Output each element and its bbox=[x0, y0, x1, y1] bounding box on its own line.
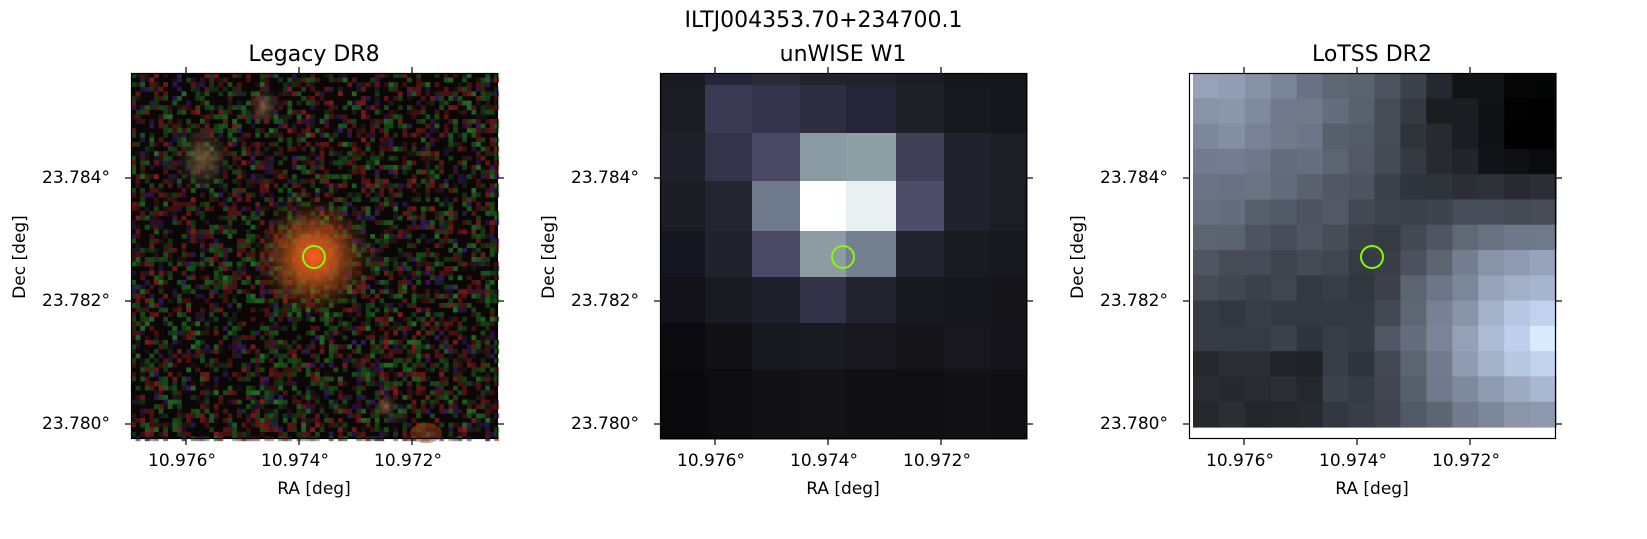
panel-2-xtick-3: 10.972° bbox=[903, 451, 971, 471]
neighbour-galaxy bbox=[175, 124, 231, 192]
lotss-dr2-image bbox=[1183, 67, 1562, 445]
panel-2-xtick-2: 10.974° bbox=[790, 451, 858, 471]
panel-2-ytick-3: 23.780° bbox=[571, 414, 639, 434]
panel-1-ytick-3: 23.780° bbox=[42, 414, 110, 434]
panel-3-xtick-2: 10.974° bbox=[1319, 451, 1387, 471]
panel-3-ytick-3: 23.780° bbox=[1100, 414, 1168, 434]
faint-source bbox=[374, 392, 398, 420]
panel-2-ylabel: Dec [deg] bbox=[539, 215, 559, 299]
source-marker bbox=[302, 245, 326, 269]
panel-3-xtick-1: 10.976° bbox=[1206, 451, 1274, 471]
panel-3-xtick-3: 10.972° bbox=[1432, 451, 1500, 471]
host-galaxy bbox=[254, 197, 374, 317]
panel-2-title: unWISE W1 bbox=[779, 42, 907, 67]
panel-2-xlabel: RA [deg] bbox=[806, 479, 880, 499]
source-marker bbox=[1360, 245, 1384, 269]
panel-3-xlabel: RA [deg] bbox=[1335, 479, 1409, 499]
panel-3-ytick-1: 23.784° bbox=[1100, 168, 1168, 188]
figure-title: ILTJ004353.70+234700.1 bbox=[684, 8, 963, 33]
edge-source bbox=[410, 423, 442, 443]
source-marker bbox=[831, 245, 855, 269]
infrared-pixels bbox=[660, 73, 1028, 440]
panel-3-ytick-2: 23.782° bbox=[1100, 291, 1168, 311]
panel-1-ytick-2: 23.782° bbox=[42, 291, 110, 311]
panel-1-xtick-1: 10.976° bbox=[148, 451, 216, 471]
panel-1-xtick-2: 10.974° bbox=[261, 451, 329, 471]
unwise-w1-image bbox=[654, 67, 1033, 445]
panel-1-xlabel: RA [deg] bbox=[277, 479, 351, 499]
panel-1-ytick-1: 23.784° bbox=[42, 168, 110, 188]
panel-2-ytick-1: 23.784° bbox=[571, 168, 639, 188]
panel-3-ylabel: Dec [deg] bbox=[1068, 215, 1088, 299]
panel-1-xtick-3: 10.972° bbox=[374, 451, 442, 471]
panel-3-title: LoTSS DR2 bbox=[1312, 42, 1432, 67]
faint-galaxy bbox=[248, 86, 280, 126]
panel-2-xtick-1: 10.976° bbox=[677, 451, 745, 471]
panel-1-ylabel: Dec [deg] bbox=[10, 215, 30, 299]
panel-2-ytick-2: 23.782° bbox=[571, 291, 639, 311]
legacy-dr8-image bbox=[125, 67, 504, 445]
radio-pixels bbox=[1193, 73, 1557, 428]
panel-1-title: Legacy DR8 bbox=[248, 42, 380, 67]
